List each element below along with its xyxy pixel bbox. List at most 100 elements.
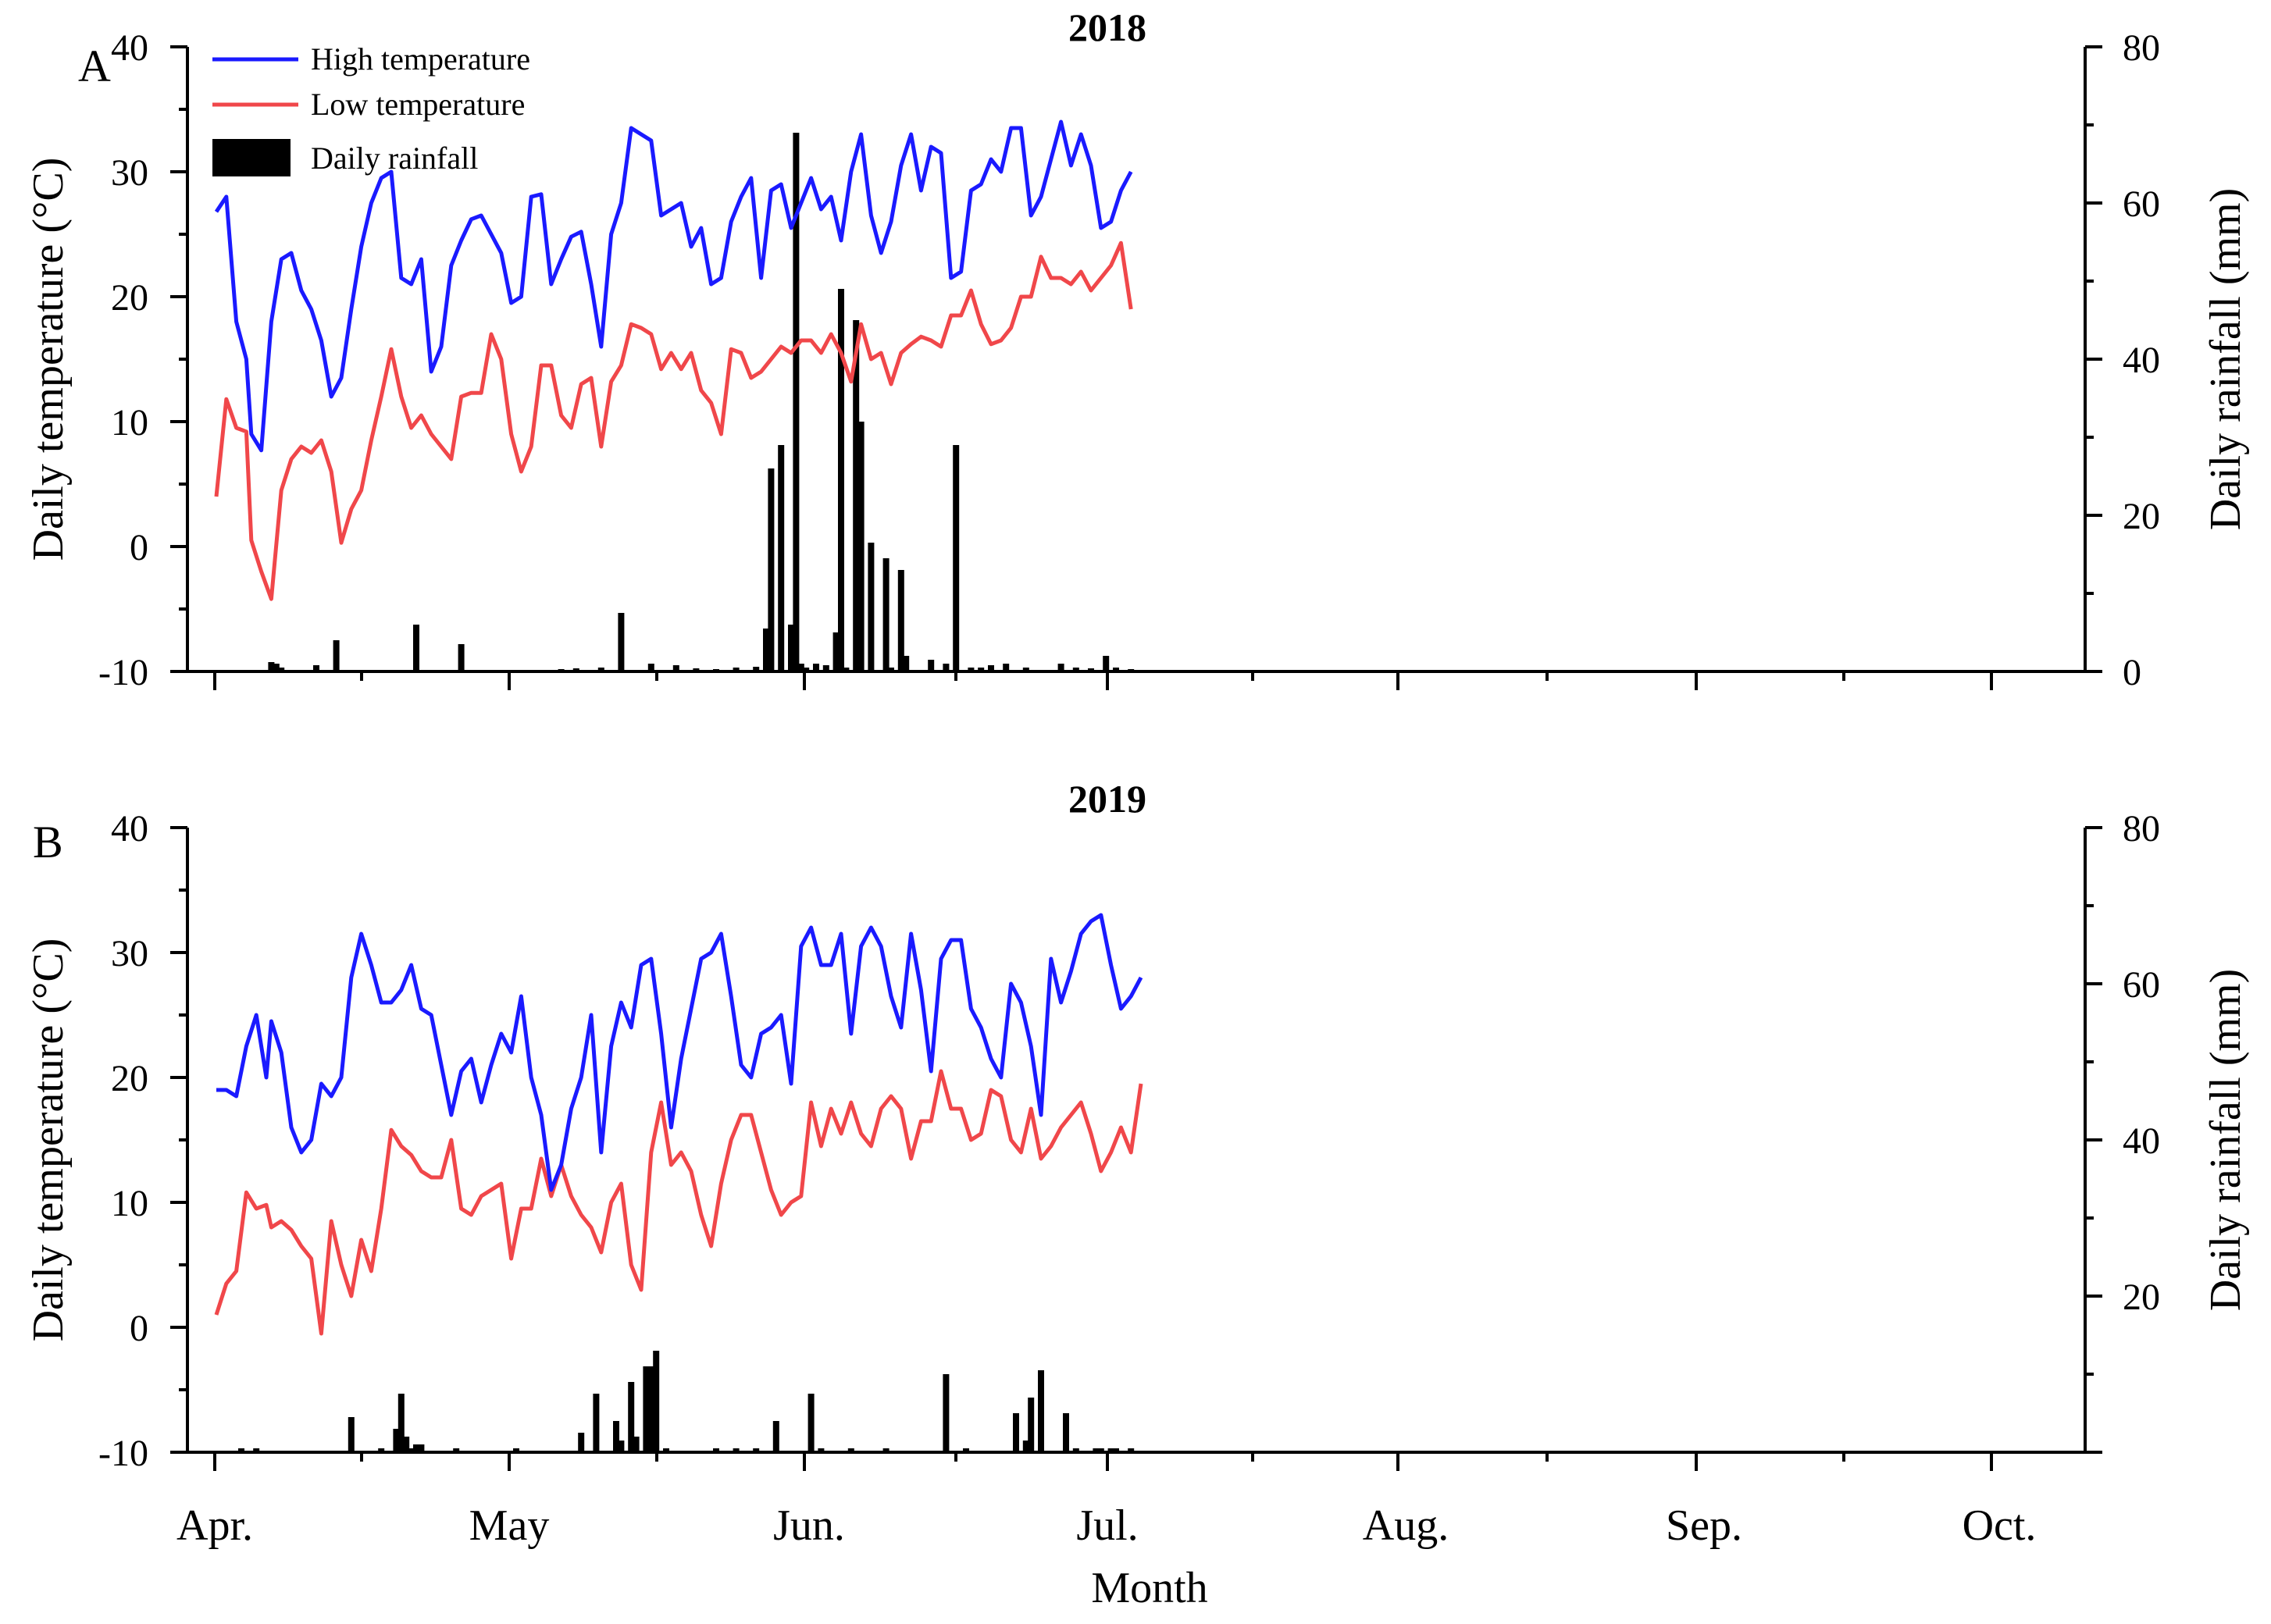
high-temperature-line-2018	[214, 119, 1133, 453]
legend-label-low: Low temperature	[311, 87, 525, 122]
rainfall-bar	[348, 1417, 355, 1452]
rainfall-bar	[733, 668, 740, 671]
rainfall-bar	[882, 558, 890, 671]
rainfall-bar	[943, 1374, 950, 1452]
right-tick-labels-2019: 20 40 60 80	[2123, 808, 2160, 1318]
rainfall-bar	[753, 1448, 760, 1452]
x-axis-title: Month	[1091, 1564, 1207, 1612]
rainfall-bar	[403, 1437, 410, 1452]
month-label: Jul.	[1076, 1501, 1138, 1550]
rainfall-bar	[818, 1448, 825, 1452]
right-tick-labels-2018: 0 20 40 60 80	[2123, 27, 2160, 693]
rainfall-bar	[1097, 1448, 1104, 1452]
panel-letter-a: A	[78, 41, 111, 91]
rainfall-bar	[313, 665, 319, 671]
rainfall-bar	[618, 1441, 625, 1452]
rainfall-bar	[268, 662, 275, 671]
y-tick-label: 40	[111, 808, 148, 849]
rainfall-bar	[413, 1444, 419, 1452]
plot-area-2019	[214, 913, 1143, 1452]
y2-tick-label: 20	[2123, 496, 2160, 537]
y-tick-label: 0	[130, 1308, 148, 1349]
rainfall-bar	[593, 1394, 600, 1452]
rainfall-bar	[1072, 668, 1079, 671]
rainfall-bar	[808, 1394, 815, 1452]
y2-axis-title-2018: Daily rainfall (mm)	[2201, 188, 2250, 531]
rainfall-bar	[953, 445, 960, 671]
month-label: May	[469, 1501, 550, 1550]
rainfall-bar	[868, 543, 875, 671]
month-label: Oct.	[1963, 1501, 2037, 1550]
y2-tick-label: 0	[2123, 652, 2141, 693]
rainfall-bar	[1107, 1448, 1114, 1452]
panel-letter-b: B	[33, 817, 63, 867]
y-tick-label: 30	[111, 152, 148, 194]
rainfall-bar	[788, 625, 794, 671]
rainfall-bar	[1093, 1448, 1100, 1452]
rainfall-bar	[647, 664, 654, 671]
y2-tick-label: 40	[2123, 340, 2160, 381]
rainfall-bar	[333, 640, 340, 671]
panel-title-2019: 2019	[1068, 777, 1146, 821]
rainfall-bar	[803, 668, 810, 671]
rainfall-bar	[882, 1448, 890, 1452]
y2-tick-label: 20	[2123, 1277, 2160, 1318]
rainfall-bar	[458, 644, 465, 671]
panel-title-2018: 2018	[1068, 5, 1146, 49]
y-tick-label: 40	[111, 27, 148, 69]
right-ticks-2018	[2085, 45, 2102, 673]
y2-tick-label: 60	[2123, 964, 2160, 1006]
y2-axis-title-2019: Daily rainfall (mm)	[2201, 969, 2250, 1312]
y-axis-title-2018: Daily temperature (°C)	[24, 158, 73, 561]
rainfall-bar	[378, 1448, 385, 1452]
y-tick-label: 30	[111, 933, 148, 974]
rainfall-bar	[628, 1382, 635, 1452]
rainfall-bar	[597, 668, 604, 671]
rainfall-bar	[1028, 1398, 1035, 1452]
y-tick-label: 0	[130, 527, 148, 568]
rainfall-bar	[618, 613, 625, 671]
y-tick-label: -10	[98, 1433, 148, 1474]
rainfall-bar	[888, 668, 894, 671]
month-label: Apr.	[176, 1501, 253, 1550]
rainfall-bar	[643, 1366, 650, 1452]
rainfall-bar	[1022, 1441, 1029, 1452]
right-ticks-2019	[2085, 826, 2102, 1454]
panel-2019: B 2019 -10 0 10 20 30	[24, 777, 2250, 1612]
rainfall-bar	[1072, 1448, 1079, 1452]
plot-area-2018	[214, 119, 1135, 671]
y-tick-label: 10	[111, 402, 148, 443]
month-label: Jun.	[773, 1501, 845, 1550]
rainfall-bar	[1103, 656, 1110, 671]
rainfall-bar	[733, 1448, 740, 1452]
rainfall-bar	[843, 668, 850, 671]
y2-tick-label: 80	[2123, 27, 2160, 69]
rainfall-bar	[813, 664, 819, 671]
rainfall-bar	[853, 320, 860, 671]
rainfall-bar	[578, 1433, 585, 1452]
rainfall-bar	[1113, 1448, 1119, 1452]
y2-tick-label: 40	[2123, 1120, 2160, 1162]
low-temperature-line-2019	[214, 1069, 1143, 1336]
rainfall-bar	[793, 133, 800, 671]
rainfall-bar	[1128, 1448, 1135, 1452]
rainfall-bar	[753, 667, 760, 671]
rainfall-bar	[1063, 1413, 1069, 1452]
rainfall-bar	[278, 668, 285, 671]
rainfall-bar	[772, 1421, 779, 1452]
rainfall-bar	[413, 625, 419, 671]
legend-label-rain: Daily rainfall	[311, 141, 478, 176]
y2-tick-label: 80	[2123, 808, 2160, 849]
month-label: Aug.	[1363, 1501, 1449, 1550]
rainfall-bar	[832, 632, 840, 671]
rainfall-bar	[273, 664, 280, 671]
x-ticks-2019	[213, 1452, 1993, 1471]
rainfall-bar	[453, 1448, 460, 1452]
left-ticks-2018	[170, 45, 187, 673]
rainfall-bar	[797, 664, 804, 671]
rainfall-bar	[1022, 668, 1029, 671]
month-label: Sep.	[1666, 1501, 1742, 1550]
rainfall-bar	[1113, 668, 1119, 671]
high-temperature-line-2019	[216, 913, 1143, 1192]
